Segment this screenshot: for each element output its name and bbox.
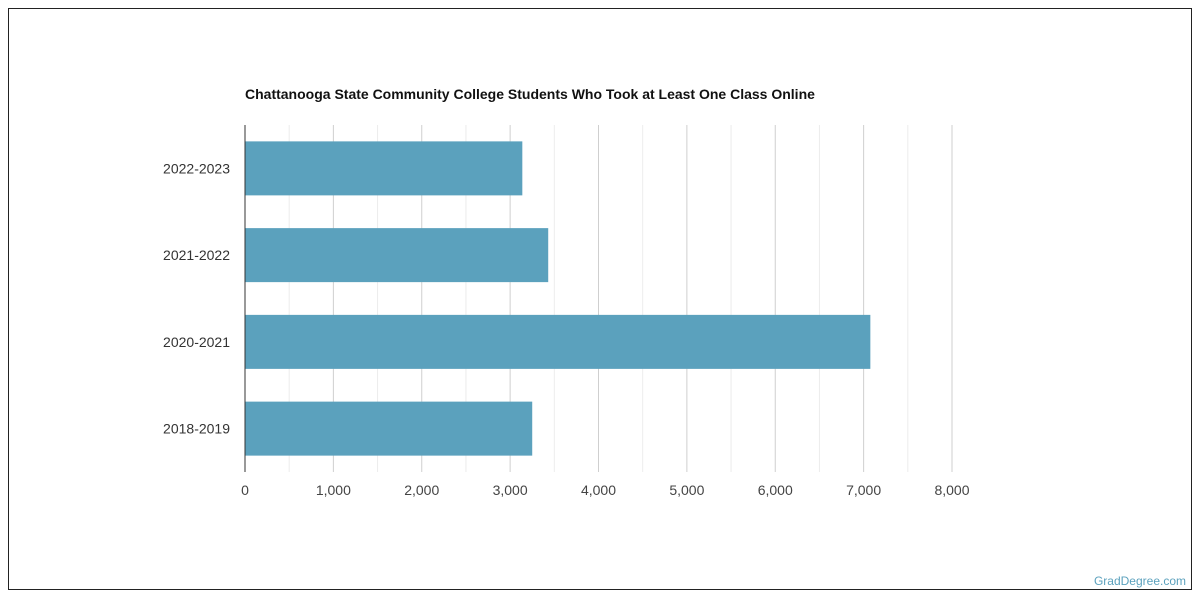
chart-frame — [8, 8, 1192, 590]
x-tick-label: 0 — [241, 482, 249, 498]
x-tick-label: 2,000 — [404, 482, 439, 498]
x-tick-label: 6,000 — [758, 482, 793, 498]
bar — [245, 401, 533, 456]
x-tick-label: 3,000 — [493, 482, 528, 498]
x-tick-label: 7,000 — [846, 482, 881, 498]
x-tick-label: 8,000 — [934, 482, 969, 498]
bar — [245, 314, 871, 369]
x-tick-label: 4,000 — [581, 482, 616, 498]
bar — [245, 228, 549, 283]
x-tick-label: 5,000 — [669, 482, 704, 498]
y-category-label: 2018-2019 — [163, 421, 230, 437]
credit-link[interactable]: GradDegree.com — [1093, 574, 1186, 588]
y-category-label: 2021-2022 — [163, 247, 230, 263]
bar — [245, 141, 523, 196]
y-category-label: 2022-2023 — [163, 160, 230, 176]
chart-title: Chattanooga State Community College Stud… — [245, 86, 815, 102]
y-category-label: 2020-2021 — [163, 334, 230, 350]
x-tick-label: 1,000 — [316, 482, 351, 498]
